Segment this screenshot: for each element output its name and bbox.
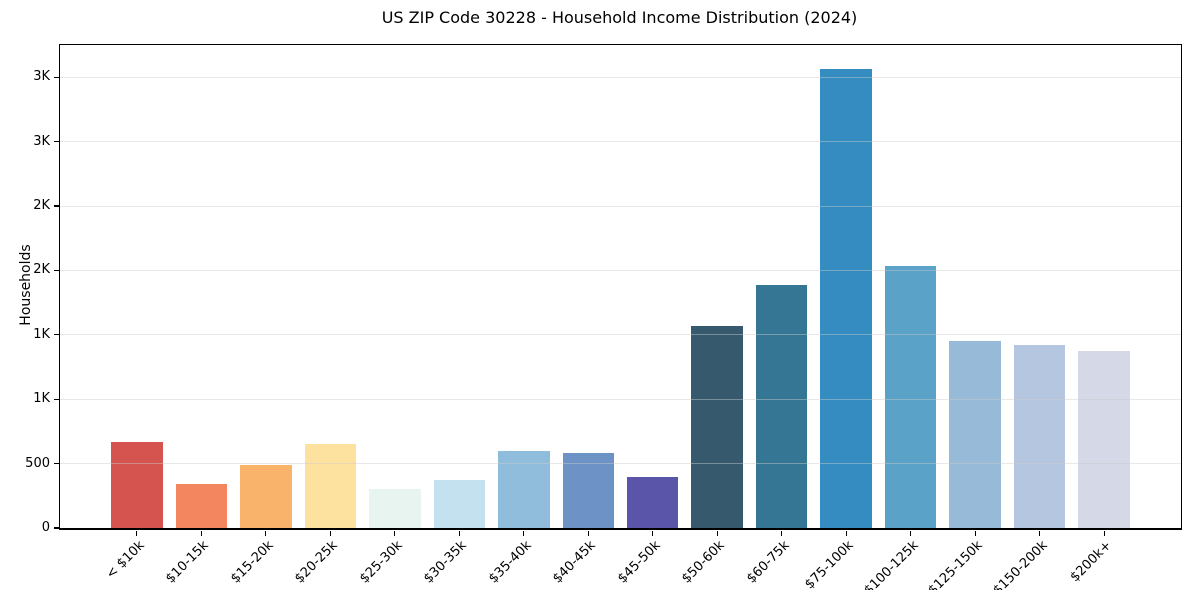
bar [691, 326, 743, 528]
bar [562, 453, 615, 528]
x-tick-mark [329, 530, 331, 536]
y-axis-title: Households [18, 244, 34, 326]
x-tick-mark [200, 530, 202, 536]
x-tick-mark [136, 530, 138, 536]
bar [1078, 350, 1130, 528]
x-tick-label: < $10k [103, 538, 148, 583]
y-tick-mark [53, 398, 59, 400]
bar [820, 68, 872, 528]
x-tick-mark [587, 530, 589, 536]
x-tick-mark [265, 530, 267, 536]
y-tick-label: 1K [33, 326, 50, 342]
bar [498, 451, 550, 528]
bar [433, 480, 486, 528]
bar [1013, 345, 1066, 528]
y-tick-mark [53, 527, 59, 529]
bar [369, 489, 421, 528]
bar [111, 442, 163, 528]
y-tick-mark [53, 140, 59, 143]
y-tick-mark [53, 269, 59, 272]
bar [626, 476, 679, 528]
x-tick-mark [1103, 530, 1105, 536]
x-tick-mark [652, 530, 654, 536]
gridline [60, 269, 1181, 271]
x-tick-mark [845, 530, 847, 536]
y-tick-mark [53, 205, 59, 207]
y-tick-label: 3K [33, 69, 50, 85]
x-tick-mark [974, 530, 976, 536]
y-tick-label: 1K [33, 391, 50, 407]
y-tick-label: 500 [25, 455, 50, 471]
y-tick-label: 2K [33, 198, 50, 213]
x-tick-mark [458, 530, 460, 536]
bar [884, 265, 937, 528]
x-tick-mark [1039, 530, 1041, 536]
chart-title: US ZIP Code 30228 - Household Income Dis… [381, 8, 858, 27]
y-tick-mark [53, 462, 59, 465]
x-tick-mark [394, 530, 396, 536]
y-tick-label: 0 [41, 520, 50, 535]
bar [949, 341, 1001, 528]
x-tick-mark [523, 530, 525, 536]
gridline [60, 463, 1181, 465]
bar [240, 464, 292, 528]
x-tick-mark [781, 530, 783, 536]
gridline [60, 76, 1181, 78]
bar [304, 443, 357, 528]
gridline [60, 334, 1181, 336]
y-tick-label: 3K [33, 133, 50, 149]
gridline [60, 398, 1181, 400]
x-tick-mark [716, 530, 718, 536]
plot-area: 0 500 1K 1K 2K 2K 3K 3K < $10k $10-15k $15-20k $20-… [25, 44, 1182, 590]
bar [175, 483, 228, 528]
gridline [60, 205, 1181, 207]
y-tick-mark [53, 76, 59, 78]
gridline [60, 141, 1181, 143]
bar [755, 285, 808, 528]
y-tick-mark [53, 334, 59, 336]
x-tick-mark [910, 530, 912, 536]
y-tick-label: 2K [33, 262, 50, 278]
